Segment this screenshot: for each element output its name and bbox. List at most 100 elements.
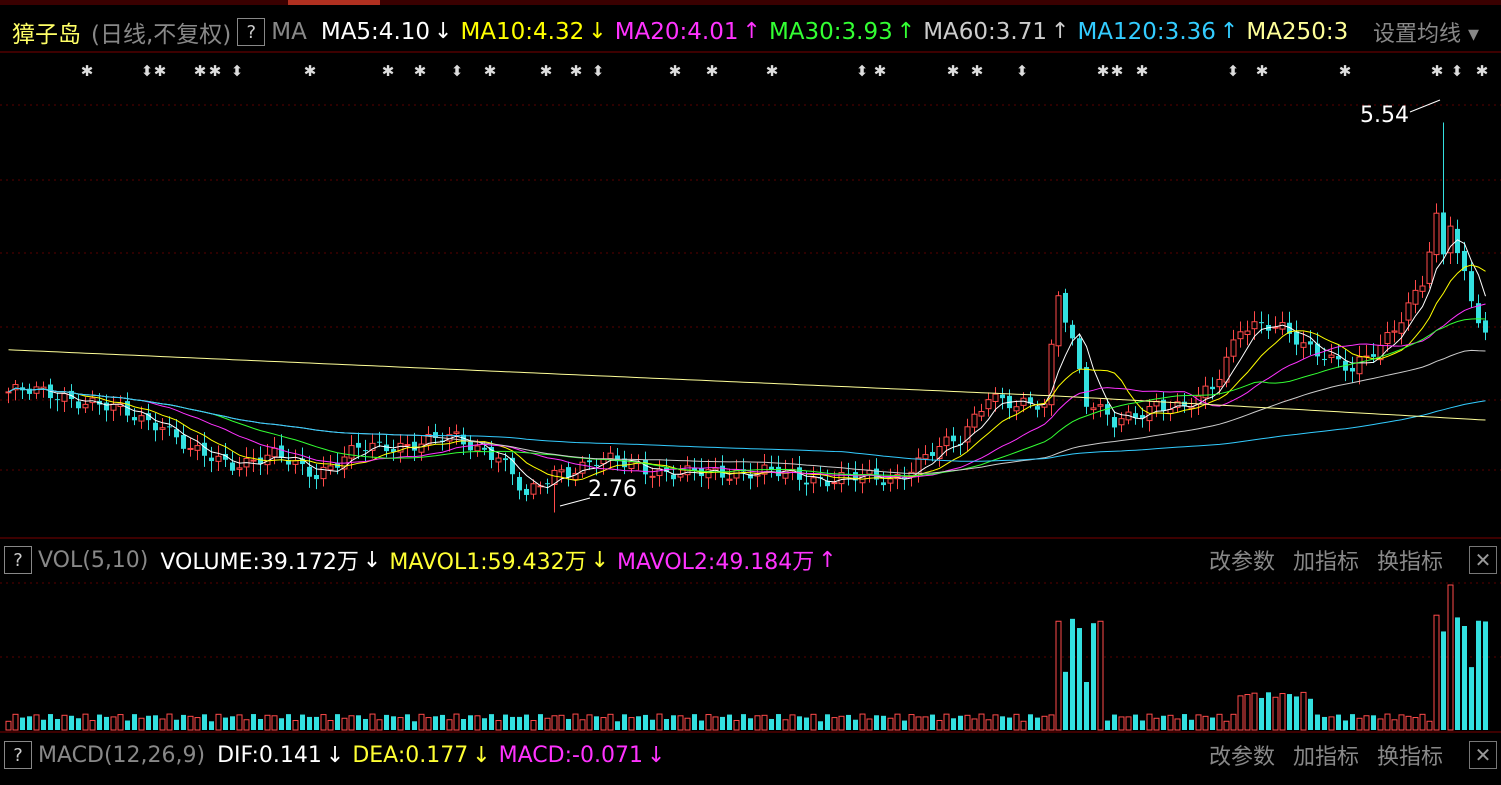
candle-body xyxy=(1356,356,1363,375)
ma-item-arrow: ↑ xyxy=(1219,19,1239,44)
volume-bar xyxy=(405,714,410,730)
volume-bar xyxy=(89,720,96,731)
candle-body xyxy=(1426,251,1433,284)
candle-body xyxy=(209,457,214,462)
volume-bar xyxy=(286,714,291,730)
volume-bar xyxy=(1398,714,1405,731)
volume-bar xyxy=(20,717,25,730)
candle-body xyxy=(825,480,830,487)
volume-bar xyxy=(503,714,508,730)
volume-bar xyxy=(776,714,781,730)
help-button[interactable]: ? xyxy=(237,18,266,46)
volume-bar xyxy=(1230,713,1237,731)
candle-body xyxy=(677,474,684,478)
volume-bar xyxy=(887,717,894,731)
volume-bar xyxy=(656,713,663,731)
volume-bar xyxy=(1419,713,1426,731)
volume-bar xyxy=(853,719,858,730)
high-annotation-arrow xyxy=(1409,99,1441,113)
volume-bar xyxy=(1195,714,1202,731)
volume-bar xyxy=(300,714,305,730)
volume-bar xyxy=(384,714,389,730)
candle-body xyxy=(1251,321,1258,330)
volume-bar xyxy=(1300,691,1307,731)
volume-bar xyxy=(1167,714,1174,731)
vol-params-button[interactable]: 改参数 xyxy=(1208,550,1275,575)
candle-body xyxy=(628,461,635,470)
event-marker: ⬍ xyxy=(231,62,244,80)
macd-switch-indicator-button[interactable]: 换指标 xyxy=(1376,745,1443,770)
volume-bar xyxy=(5,720,12,731)
volume-bar xyxy=(1377,718,1384,731)
ma-item-arrow: ↑ xyxy=(742,19,761,44)
volume-bar xyxy=(894,713,901,731)
macd-value: MACD:-0.071 xyxy=(498,742,643,768)
vol-close-icon[interactable]: ✕ xyxy=(1469,546,1497,574)
ma-item: MA5:4.10 xyxy=(320,19,431,45)
candle-body xyxy=(587,460,592,463)
candle-body xyxy=(1469,271,1474,302)
volume-bar xyxy=(1105,720,1110,730)
candle-body xyxy=(1000,394,1005,399)
volume-bar xyxy=(474,715,481,731)
candle-body xyxy=(881,482,886,486)
candle-body xyxy=(1112,417,1117,428)
candle-body xyxy=(1315,343,1320,357)
vol-indicator-name[interactable]: VOL(5,10) xyxy=(38,547,149,573)
vol-add-indicator-button[interactable]: 加指标 xyxy=(1292,550,1359,575)
volume-bar xyxy=(181,714,186,730)
mavol1-arrow: ↓ xyxy=(590,547,610,573)
volume-bar xyxy=(671,715,676,730)
event-marker: ✱ xyxy=(1136,62,1149,80)
candle-body xyxy=(524,488,529,495)
vol-switch-indicator-button[interactable]: 换指标 xyxy=(1376,550,1443,575)
candle-body xyxy=(495,457,502,463)
volume-bar xyxy=(12,713,19,731)
candle-body xyxy=(76,401,81,409)
volume-bar xyxy=(1125,716,1132,731)
candle-body xyxy=(1447,225,1454,254)
candle-body xyxy=(425,434,432,446)
vol-help-button[interactable]: ? xyxy=(4,546,32,574)
volume-bar xyxy=(558,714,565,731)
macd-indicator-name[interactable]: MACD(12,26,9) xyxy=(38,742,206,768)
macd-params-button[interactable]: 改参数 xyxy=(1208,745,1275,770)
ma120-line xyxy=(8,387,1486,462)
volume-bar xyxy=(446,719,453,731)
volume-bar xyxy=(510,716,515,730)
volume-bar xyxy=(712,716,719,731)
macd-close-icon[interactable]: ✕ xyxy=(1469,741,1497,769)
candle-body xyxy=(1350,367,1355,372)
candle-body xyxy=(831,482,838,485)
volume-bar xyxy=(586,714,593,731)
ma-settings-button[interactable]: 设置均线 ▾ xyxy=(1372,22,1479,47)
candle-body xyxy=(607,452,614,460)
volume-bar xyxy=(104,716,109,730)
volume-bar xyxy=(391,716,396,730)
macd-add-indicator-button[interactable]: 加指标 xyxy=(1292,745,1359,770)
candle-body xyxy=(146,413,151,421)
candle-body xyxy=(461,434,466,445)
active-tab-marker xyxy=(288,0,380,5)
volume-bar xyxy=(230,716,235,730)
dif-value: DIF:0.141 xyxy=(217,742,322,768)
volume-bar xyxy=(369,713,376,731)
volume-bar xyxy=(69,715,74,730)
macd-help-button[interactable]: ? xyxy=(4,741,32,769)
volume-bar xyxy=(566,718,571,730)
candle-body xyxy=(1090,407,1097,411)
volume-bar xyxy=(1035,717,1040,730)
volume-bar xyxy=(1000,716,1005,730)
volume-panel-header: ? VOL(5,10) VOLUME:39.172万 ↓ MAVOL1:59.4… xyxy=(0,543,1501,577)
candle-body xyxy=(1084,367,1089,407)
volume-bar xyxy=(440,714,445,730)
candle-body xyxy=(1202,385,1209,399)
volume-bar xyxy=(1237,695,1244,731)
volume-bar xyxy=(159,718,166,731)
ma10-line xyxy=(8,264,1486,481)
volume-bar xyxy=(215,713,222,731)
candle-body xyxy=(1210,386,1215,390)
event-marker: ⬍ xyxy=(141,62,154,80)
candle-body xyxy=(412,441,417,451)
volume-bar xyxy=(314,716,319,730)
